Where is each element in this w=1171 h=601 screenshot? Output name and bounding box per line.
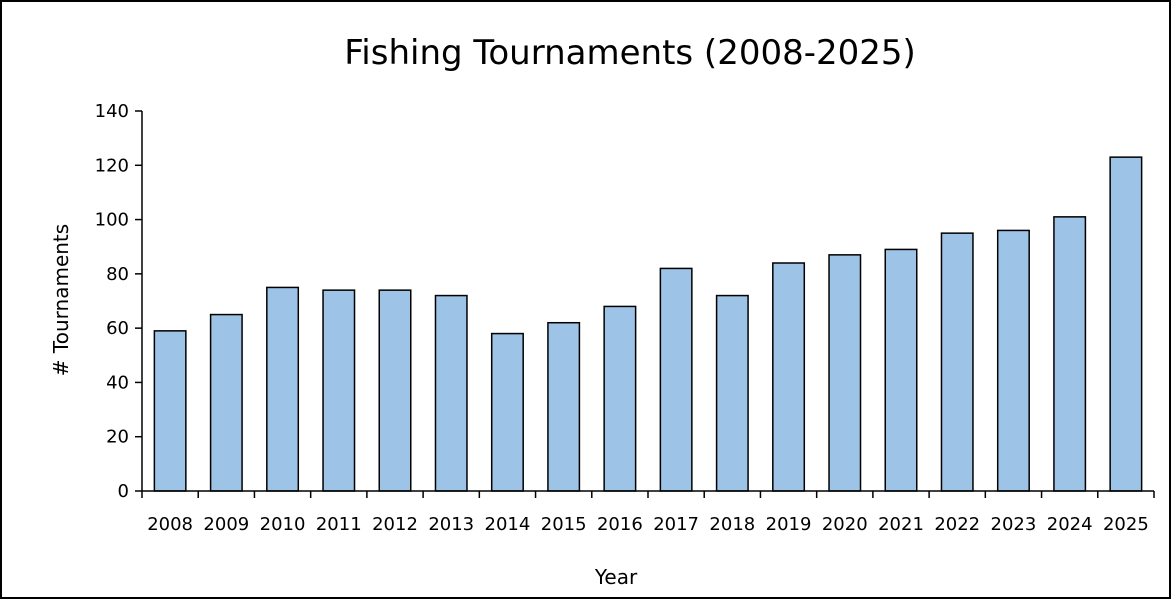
x-tick-label: 2022 [934,514,980,535]
bar-2023 [996,229,1030,492]
x-tick-label: 2023 [991,514,1037,535]
y-tick-label: 120 [95,155,129,176]
x-tick-label: 2025 [1103,514,1149,535]
bar-2017 [659,267,693,492]
y-tick-label: 60 [106,318,129,339]
x-tick-label: 2015 [541,514,587,535]
y-tick-label: 0 [118,481,129,502]
x-tick-label: 2010 [260,514,306,535]
bar-2018 [715,294,749,492]
y-tick-label: 20 [106,427,129,448]
x-tick-label: 2021 [878,514,924,535]
y-axis-label: # Tournaments [49,224,73,376]
bar-2014 [490,332,524,492]
x-axis-label: Year [594,565,638,589]
y-tick-label: 40 [106,372,129,393]
x-tick-label: 2008 [147,514,193,535]
bar-2019 [772,262,806,492]
x-tick-label: 2017 [653,514,699,535]
bar-2013 [434,294,468,492]
x-tick-label: 2009 [203,514,249,535]
plot-area: 0 20 40 60 80 100 120 140 2008 2009 2010 2011 2012 20… [95,101,1155,535]
y-tick-label: 80 [106,264,129,285]
chart-title: Fishing Tournaments (2008-2025) [344,33,916,73]
y-tick-label: 140 [95,101,129,122]
bar-2022 [940,232,974,492]
bar-2010 [266,286,300,492]
x-tick-label: 2018 [709,514,755,535]
bar-2012 [378,289,412,492]
bar-2024 [1053,216,1087,492]
y-tick-label: 100 [95,210,129,231]
bar-2025 [1109,156,1143,492]
x-tick-label: 2024 [1047,514,1093,535]
x-tick-label: 2013 [428,514,474,535]
bar-2008 [153,330,187,492]
x-tick-label: 2016 [597,514,643,535]
x-tick-label: 2014 [485,514,531,535]
bar-2016 [603,305,637,492]
x-tick-label: 2020 [822,514,868,535]
x-tick-label: 2012 [372,514,418,535]
bar-2021 [884,248,918,492]
bar-2015 [547,321,581,492]
x-tick-label: 2011 [316,514,362,535]
bar-2009 [209,313,243,492]
x-tick-label: 2019 [766,514,812,535]
bar-2011 [322,289,356,492]
bar-2020 [828,254,862,492]
